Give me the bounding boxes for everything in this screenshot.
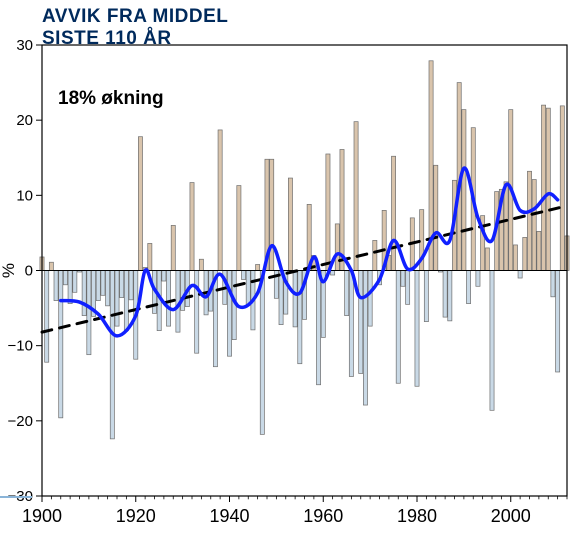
bar	[87, 271, 91, 355]
bar	[349, 271, 353, 377]
x-tick-label: 1980	[397, 506, 437, 526]
bar	[363, 271, 367, 406]
bar	[148, 243, 152, 270]
bar	[237, 186, 241, 271]
y-tick-label: 0	[25, 263, 33, 280]
bar	[256, 264, 260, 270]
bar	[532, 180, 536, 271]
bar	[195, 271, 199, 354]
bar	[298, 271, 302, 364]
bar	[288, 178, 292, 270]
bar	[513, 245, 517, 271]
bar	[448, 271, 452, 321]
y-tick-label: 20	[16, 112, 33, 129]
bar	[467, 271, 471, 304]
bar	[49, 262, 53, 270]
bar	[326, 154, 330, 271]
bar	[485, 248, 489, 271]
bar	[167, 271, 171, 327]
bar	[270, 159, 274, 270]
bar	[340, 149, 344, 270]
bar	[218, 130, 222, 271]
bar	[82, 271, 86, 316]
bar	[73, 271, 77, 293]
y-tick-label: −10	[8, 338, 33, 355]
bar	[424, 271, 428, 322]
y-axis-label: %	[0, 263, 18, 278]
bar	[396, 271, 400, 384]
bar	[406, 271, 410, 305]
bar	[101, 271, 105, 296]
bar	[124, 271, 128, 331]
title-line-2: SISTE 110 ÅR	[42, 28, 172, 50]
x-tick-label: 1900	[22, 506, 62, 526]
bar	[129, 271, 133, 300]
bar	[443, 271, 447, 318]
bar	[518, 271, 522, 279]
bar	[63, 271, 67, 285]
bar	[110, 271, 114, 439]
bar	[373, 240, 377, 270]
bar	[106, 271, 110, 306]
bar	[331, 271, 335, 276]
bar	[190, 183, 194, 271]
bar	[462, 110, 466, 271]
chart-annotation: 18% økning	[58, 88, 164, 110]
bar	[120, 271, 124, 298]
bar	[560, 106, 564, 271]
bar	[551, 271, 555, 297]
bar	[260, 271, 264, 435]
y-tick-label: −20	[8, 413, 33, 430]
x-tick-label: 1940	[209, 506, 249, 526]
bar	[490, 271, 494, 411]
bar	[476, 271, 480, 287]
bar	[242, 271, 246, 280]
bar	[96, 271, 100, 301]
bar	[138, 137, 142, 271]
chart-container: AVVIK FRA MIDDEL SISTE 110 ÅR 18% økning…	[0, 0, 578, 540]
x-tick-label: 1960	[303, 506, 343, 526]
bar	[401, 271, 405, 287]
bar	[434, 165, 438, 270]
bar	[171, 225, 175, 270]
bar	[537, 231, 541, 270]
bar	[415, 271, 419, 387]
bar	[45, 271, 49, 363]
bar	[368, 271, 372, 327]
bar	[527, 171, 531, 270]
chart-svg: −30−20−100102030190019201940196019802000…	[0, 0, 578, 540]
bar	[115, 271, 119, 327]
bar	[246, 271, 250, 306]
bar	[68, 271, 72, 304]
bar	[199, 259, 203, 270]
bar	[359, 271, 363, 374]
bar	[354, 122, 358, 271]
title-line-1: AVVIK FRA MIDDEL	[42, 6, 228, 28]
bar	[392, 156, 396, 270]
bar	[162, 271, 166, 282]
bar	[59, 271, 63, 418]
x-tick-label: 1920	[116, 506, 156, 526]
bar	[523, 237, 527, 270]
bar	[54, 271, 58, 301]
bar	[504, 182, 508, 271]
bar	[293, 271, 297, 327]
bar	[317, 271, 321, 385]
y-tick-label: 10	[16, 187, 33, 204]
y-tick-label: 30	[16, 37, 33, 54]
bar	[546, 108, 550, 270]
bar	[556, 271, 560, 372]
bar	[542, 105, 546, 270]
bar	[335, 224, 339, 271]
bar	[345, 271, 349, 316]
x-tick-label: 2000	[491, 506, 531, 526]
